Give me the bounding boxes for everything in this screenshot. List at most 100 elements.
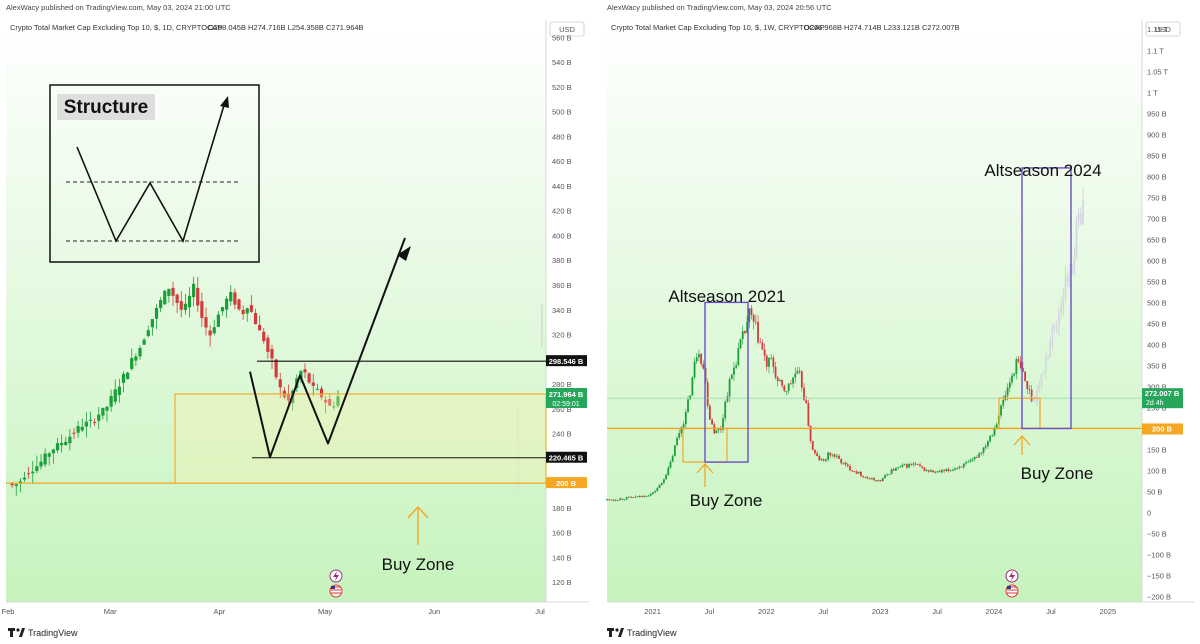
right-price-label [1142, 388, 1183, 409]
left-countdown-text: 02:59:01 [552, 401, 579, 408]
right-candle-body [783, 385, 786, 392]
right-candle-body [689, 395, 692, 400]
left-candle-body [47, 453, 51, 457]
right-candle-body [693, 361, 696, 378]
right-projection-body [1042, 372, 1045, 375]
right-candle-body [1026, 380, 1029, 390]
right-candle-body [866, 477, 869, 479]
left-price-label-text: 298.546 B [549, 357, 584, 366]
right-candle-body [833, 454, 836, 457]
right-candle-body [849, 466, 851, 471]
arrow-up-icon [407, 505, 429, 519]
right-candle-body [724, 401, 727, 419]
altseason-2021-box [704, 301, 749, 463]
right-candle-body [976, 456, 978, 458]
right-candle-body [1002, 399, 1005, 406]
right-candle-body [776, 377, 779, 381]
left-candle-body [39, 461, 43, 467]
left-candle-body [258, 324, 262, 331]
right-candle-body [1013, 373, 1016, 376]
right-candle-body [956, 467, 959, 469]
left-candle-body [328, 399, 332, 406]
left-candle-body [241, 309, 245, 315]
altseason-2024-label: Altseason 2024 [984, 161, 1101, 180]
right-candle-body [851, 470, 854, 472]
left-price-label [546, 387, 587, 408]
right-y-tick: −100 B [1147, 551, 1171, 560]
left-candle-body [18, 481, 22, 484]
right-currency-button[interactable] [1145, 21, 1181, 37]
right-projection-body [1060, 306, 1063, 314]
left-candle-body [154, 307, 159, 319]
left-candle-body [229, 291, 233, 302]
left-candle-body [10, 483, 14, 486]
right-candle-body [991, 435, 994, 437]
right-candle-body [654, 491, 657, 493]
right-candle-body [811, 441, 814, 450]
right-candle-body [884, 475, 886, 479]
altseason-2021-label: Altseason 2021 [668, 287, 785, 306]
structure-label-bg [57, 94, 155, 120]
left-currency-label: USD [559, 25, 575, 34]
right-candle-body [663, 479, 665, 483]
right-candle-body [901, 464, 904, 467]
right-projection-body [1073, 257, 1076, 270]
right-candle-body [995, 424, 998, 428]
left-y-tick: 260 B [552, 405, 572, 414]
left-candle-body [68, 436, 72, 444]
right-projection-body [1071, 269, 1074, 274]
right-candle-body [877, 480, 880, 482]
right-candle-body [719, 429, 722, 430]
left-candle-body [138, 347, 142, 357]
left-price-label [546, 451, 587, 463]
left-candle-body [315, 388, 319, 390]
right-candle-body [916, 464, 919, 466]
left-candle-body [324, 399, 328, 403]
right-candle-body [684, 412, 687, 425]
left-candle-body [225, 298, 229, 310]
right-y-tick: 0 [1147, 508, 1151, 517]
right-candle-body [862, 475, 865, 477]
right-y-tick: 700 B [1147, 214, 1167, 223]
right-candle-body [1017, 359, 1020, 362]
right-buy-zone-box-2024 [998, 397, 1041, 430]
left-candle-body [31, 471, 35, 474]
left-candle-body [216, 314, 220, 327]
right-candle-body [673, 445, 676, 457]
right-y-tick: 50 B [1147, 487, 1162, 496]
right-y-tick: 800 B [1147, 172, 1167, 181]
right-candle-body [728, 379, 731, 397]
right-candle-body [763, 349, 766, 356]
left-candle-body [60, 442, 64, 446]
left-candle-body [142, 339, 146, 345]
right-candle-body [809, 425, 812, 442]
right-candle-body [678, 433, 681, 438]
right-candle-body [682, 424, 685, 428]
right-candle-body [905, 464, 908, 468]
right-projection-body [1044, 357, 1047, 373]
left-candle-body [126, 372, 130, 380]
left-y-tick: 480 B [552, 132, 572, 141]
right-projection-body [1082, 199, 1084, 224]
right-y-tick: 400 B [1147, 340, 1167, 349]
right-candle-body [676, 437, 678, 446]
altseason-2024-box [1021, 167, 1072, 430]
right-candle-body [803, 387, 805, 401]
right-candle-body [730, 374, 733, 380]
right-candle-body [695, 357, 698, 362]
arrow-up-icon [1013, 435, 1031, 446]
left-publisher: AlexWacy published on TradingView.com, M… [6, 3, 231, 12]
right-candle-body [890, 469, 893, 475]
lightning-icon-glyph [1009, 571, 1015, 581]
left-currency-button[interactable] [549, 21, 585, 37]
left-candle-body [196, 287, 200, 306]
right-x-tick: 2021 [644, 607, 661, 616]
left-y-tick: 500 B [552, 108, 572, 117]
right-projection-body [1053, 326, 1056, 328]
right-x-tick: Jul [818, 607, 828, 616]
right-y-tick: 150 B [1147, 445, 1167, 454]
right-candle-body [888, 474, 891, 475]
right-candle-body [660, 482, 663, 485]
left-y-tick: 120 B [552, 578, 572, 587]
